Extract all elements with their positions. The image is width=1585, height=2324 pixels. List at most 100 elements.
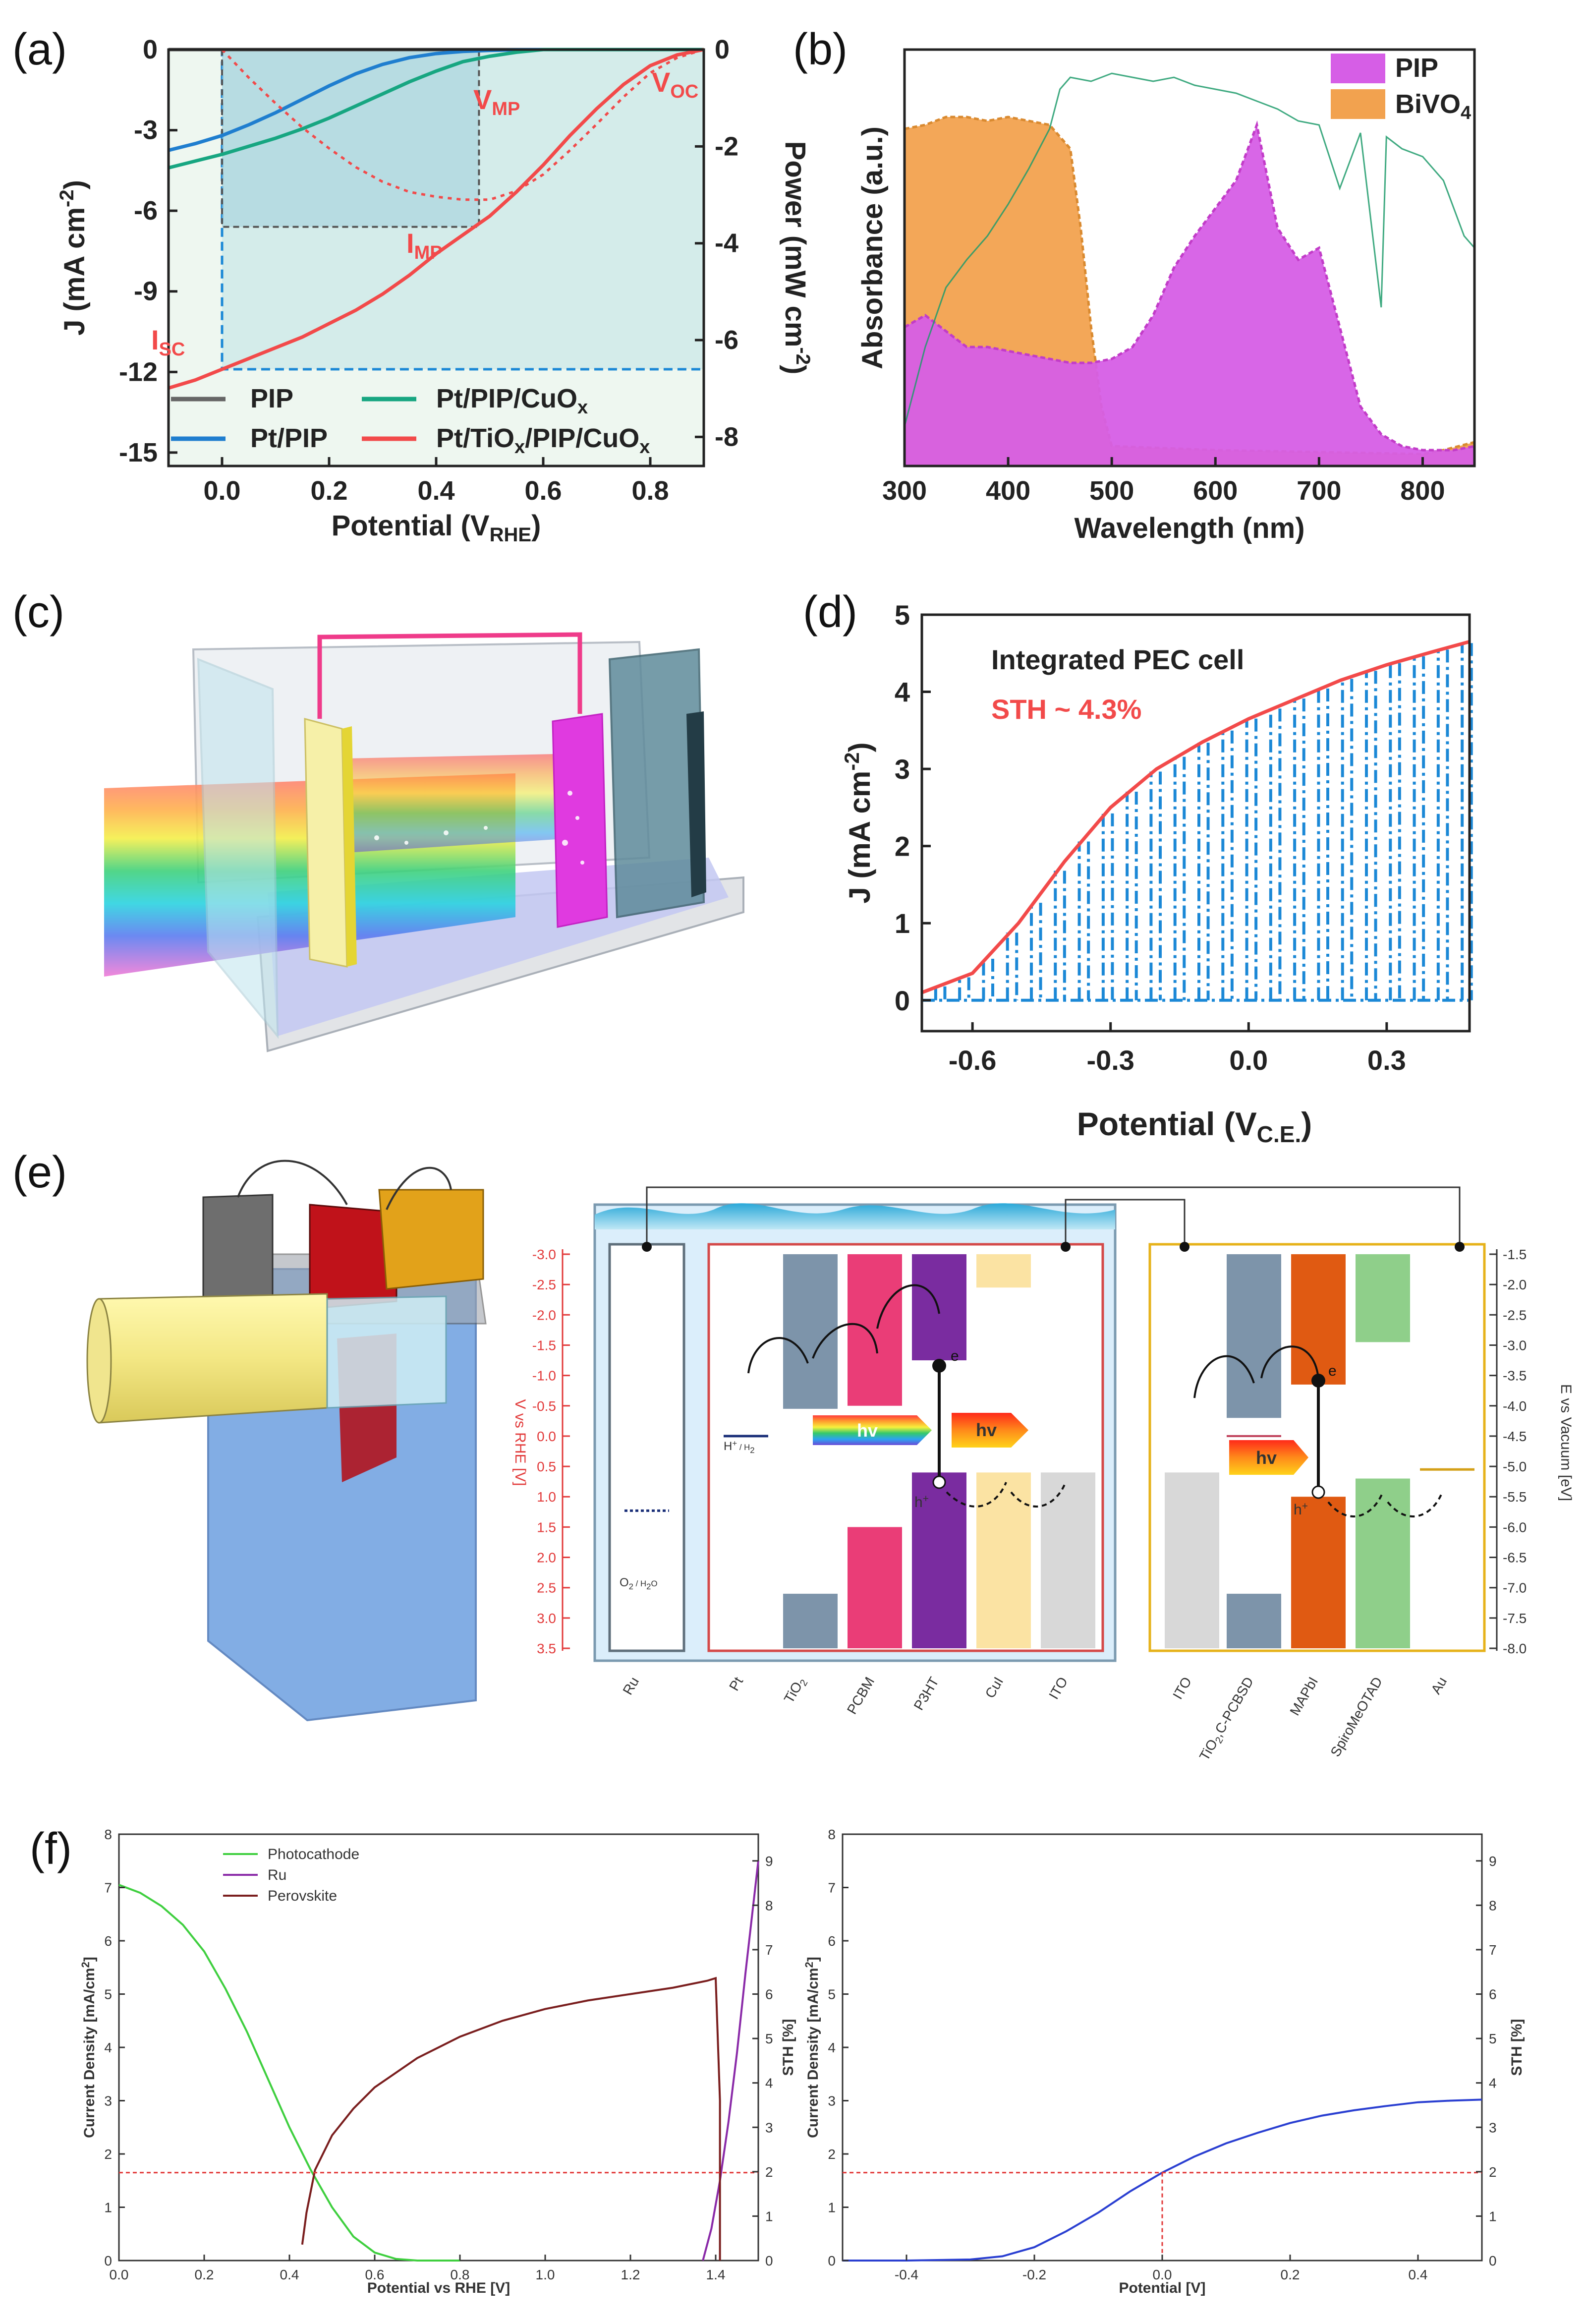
hole-dot-mapbi <box>1311 1485 1325 1499</box>
legend-label-ru: Ru <box>268 1867 286 1883</box>
bottom-label: ITO <box>1170 1675 1194 1702</box>
light-pipe-end <box>86 1298 112 1424</box>
legend-swatch-bivo4 <box>1331 89 1385 119</box>
y-tick-label: 0 <box>895 985 910 1016</box>
series-perovskite <box>301 1976 721 2261</box>
x-tick-label: 1.2 <box>621 2267 640 2282</box>
y2-tick-label: -2 <box>715 131 738 161</box>
chart-b-series <box>904 72 1475 466</box>
pip-outline <box>904 120 1475 452</box>
tandem-device-illustration <box>86 1160 487 1722</box>
spiro-lumo <box>1356 1254 1410 1342</box>
right-tick-label: -8.0 <box>1503 1641 1527 1656</box>
energy-bars <box>624 1254 1474 1648</box>
y2-tick-label: 8 <box>765 1898 773 1913</box>
gas-bubbles <box>374 791 584 865</box>
left-tick-label: 2.0 <box>537 1550 556 1566</box>
cell-right-window <box>608 648 705 919</box>
x-tick-label: 300 <box>882 476 927 506</box>
y-tick-label: 4 <box>104 2040 112 2055</box>
panel-label-a: (a) <box>12 25 67 74</box>
hole-transfer-arrows <box>946 1482 1067 1508</box>
electron-arrow-tio2 <box>747 1337 809 1374</box>
mpp-area <box>222 50 479 227</box>
ito-photocathode <box>1041 1472 1095 1648</box>
tio2-pcbsd-vb <box>1227 1593 1281 1648</box>
electrode-orange <box>378 1189 484 1290</box>
left-tick-label: 1.5 <box>537 1519 556 1535</box>
p3ht-homo <box>912 1472 966 1648</box>
y-tick-label: 0 <box>143 35 158 64</box>
x-tick-label: 0.0 <box>110 2267 129 2282</box>
chart-a-annot-imp: IMP <box>406 228 443 263</box>
junction-dot <box>1455 1242 1465 1252</box>
mapbi-vb <box>1291 1497 1346 1648</box>
y-tick-label: -12 <box>119 357 158 387</box>
chart-a: 0.0 0.2 0.4 0.6 0.8 0-3-6-9-12-15 0-2-4-6-8 … <box>56 35 814 546</box>
cell-right-window-inner <box>686 711 706 897</box>
x-tick-label: 400 <box>986 476 1030 506</box>
y-tick-label: 0 <box>828 2253 836 2268</box>
chart-b-x-axis-label: Wavelength (nm) <box>1074 512 1304 544</box>
x-tick-label: 0.3 <box>1367 1045 1406 1076</box>
e-label-2: e <box>1328 1363 1337 1379</box>
chart-d-series <box>921 640 1473 1002</box>
o2-h2o-label: O2 / H2O <box>620 1576 658 1591</box>
energy-axes: -3.0 -2.5 -2.0 -1.5 -1.0 -0.5 0.0 0.5 1.0 1.5 2.0 2… <box>532 1247 1527 1656</box>
right-tick-label: -2.0 <box>1503 1277 1527 1292</box>
y2-tick-label: 3 <box>765 2120 773 2135</box>
y-tick-label: 8 <box>828 1827 836 1842</box>
y-tick-label: 2 <box>104 2147 112 2162</box>
circuit-line-outer <box>646 1186 1461 1247</box>
y2-tick-label: -4 <box>715 229 738 258</box>
electron-arrow-mapbi <box>1260 1345 1319 1379</box>
y-tick-label: 4 <box>895 677 910 708</box>
x-tick-label: 800 <box>1400 476 1445 506</box>
y-tick-label: -3 <box>134 116 158 145</box>
right-tick-label: -4.0 <box>1503 1398 1527 1414</box>
hole-dot-p3ht <box>932 1475 946 1489</box>
y2-tick-label: 2 <box>765 2164 773 2180</box>
electron-dot-mapbi <box>1311 1374 1325 1388</box>
y2-tick-label: 5 <box>1489 2031 1497 2046</box>
y-tick-label: -15 <box>119 438 158 467</box>
legend-label-bivo4: BiVO4 <box>1395 89 1471 123</box>
pcbm-lumo <box>848 1254 902 1406</box>
series-ru <box>702 1860 759 2261</box>
left-tick-label: -1.5 <box>532 1337 556 1353</box>
chart-a-y2-ticks: 0 -2 -4 -6 -8 <box>695 35 738 452</box>
left-tick-label: -1.0 <box>532 1368 556 1384</box>
chart-a-annot-isc: ISC <box>151 324 185 360</box>
right-tick-label: -4.5 <box>1503 1429 1527 1444</box>
x-tick-label: 0.2 <box>1281 2267 1300 2282</box>
panel-label-f: (f) <box>30 1824 72 1874</box>
y-tick-label: -6 <box>134 196 158 226</box>
chart-d-x-ticks: -0.6 -0.3 0.0 0.3 <box>949 1022 1406 1076</box>
y2-tick-label: -6 <box>715 325 738 355</box>
chart-f-left-x-axis-label: Potential vs RHE [V] <box>367 2280 510 2296</box>
x-tick-label: 1.4 <box>706 2267 726 2282</box>
x-tick-label: 0.2 <box>195 2267 214 2282</box>
chart-a-y-ticks: 0 -3 -6 -9 -12 -15 <box>119 35 177 467</box>
chart-d-plot-area <box>922 615 1470 1031</box>
chart-a-y-axis-label: J (mA cm-2) <box>56 180 91 336</box>
x-tick-label: 0.8 <box>631 476 669 506</box>
right-axis-label: E vs Vacuum [eV] <box>1558 1384 1574 1501</box>
chart-b-legend: PIP BiVO4 <box>1331 53 1471 123</box>
h-h2-label: H+ / H2 <box>724 1439 755 1455</box>
y-tick-label: 3 <box>104 2093 112 2109</box>
series-pt-pip-cuox <box>168 48 704 170</box>
chart-b-frame <box>903 48 1476 467</box>
panel-label-b: (b) <box>793 25 848 74</box>
y2-tick-label: 3 <box>1489 2120 1497 2135</box>
y-tick-label: 1 <box>895 908 910 939</box>
junction-dot <box>1180 1242 1189 1252</box>
y2-tick-label: 5 <box>765 2031 773 2046</box>
bottom-label: TiO2 <box>781 1675 810 1707</box>
legend-label-photocathode: Photocathode <box>268 1846 359 1862</box>
chart-a-mpp-box <box>221 48 705 371</box>
chart-f-right-x-axis-label: Potential [V] <box>1119 2280 1205 2296</box>
electron-arrow-p3ht <box>876 1284 940 1329</box>
legend-label-pt-pip: Pt/PIP <box>250 423 328 453</box>
y-tick-label: -9 <box>134 277 158 306</box>
